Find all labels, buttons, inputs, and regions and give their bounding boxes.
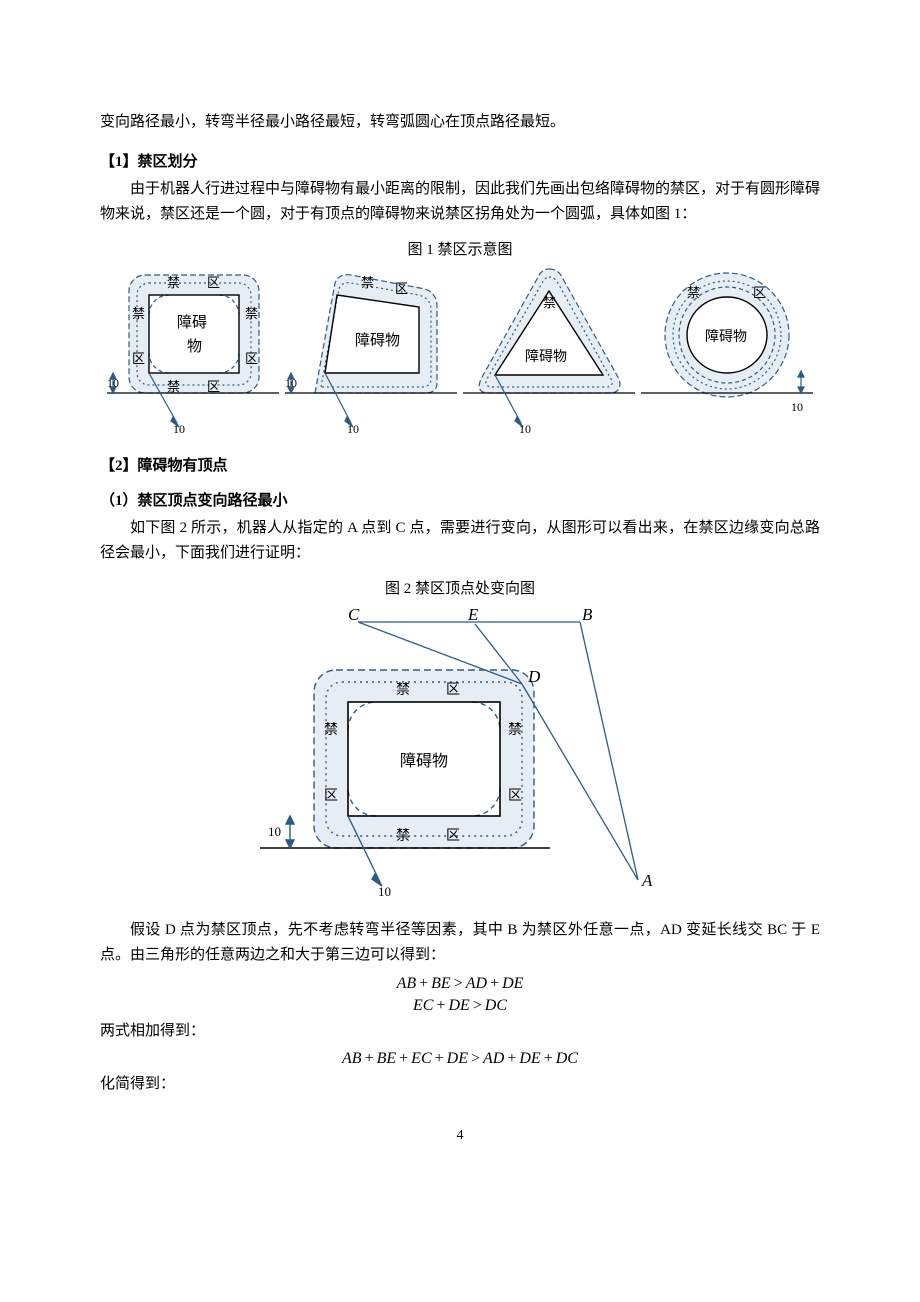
svg-text:B: B [582, 605, 593, 624]
svg-text:区: 区 [207, 275, 220, 290]
svg-text:C: C [348, 605, 360, 624]
fig1-panel-triangle: 禁 障碍物 10 [463, 263, 635, 438]
svg-text:区: 区 [395, 281, 408, 296]
svg-text:10: 10 [268, 824, 281, 839]
svg-text:10: 10 [285, 376, 297, 390]
svg-text:禁: 禁 [324, 722, 338, 738]
svg-text:区: 区 [132, 351, 145, 366]
fig2: 禁 区 禁 禁 区 区 禁 区 障碍物 C E B D A 10 10 [100, 602, 820, 902]
sec2-heading: 【2】障碍物有顶点 [100, 454, 820, 475]
fig1: 禁 区 禁 禁 区 区 禁 区 障碍 物 10 10 [100, 263, 820, 438]
svg-text:A: A [641, 871, 653, 890]
eq1: AB+BE>AD+DE [100, 975, 820, 993]
fig1-panel-square: 禁 区 禁 禁 区 区 禁 区 障碍 物 10 10 [107, 263, 279, 438]
svg-text:区: 区 [508, 788, 522, 804]
svg-text:禁: 禁 [508, 722, 522, 738]
svg-text:10: 10 [519, 422, 531, 436]
fig1-panel-trapezoid: 禁 区 障碍物 10 10 [285, 263, 457, 438]
svg-text:禁: 禁 [396, 682, 410, 698]
svg-text:10: 10 [107, 376, 119, 390]
svg-text:禁: 禁 [396, 828, 410, 844]
svg-text:10: 10 [791, 400, 803, 414]
svg-text:区: 区 [207, 379, 220, 394]
svg-text:10: 10 [378, 884, 391, 899]
svg-text:区: 区 [446, 682, 460, 698]
svg-text:区: 区 [446, 828, 460, 844]
svg-text:障碍物: 障碍物 [705, 329, 747, 345]
intro-line: 变向路径最小，转弯半径最小路径最短，转弯弧圆心在顶点路径最短。 [100, 110, 820, 136]
page-number: 4 [100, 1128, 820, 1144]
svg-text:禁: 禁 [245, 306, 258, 321]
svg-text:D: D [527, 667, 541, 686]
svg-text:10: 10 [347, 422, 359, 436]
svg-text:E: E [467, 605, 479, 624]
sec2-para1: 如下图 2 所示，机器人从指定的 A 点到 C 点，需要进行变向，从图形可以看出… [100, 516, 820, 567]
svg-text:禁: 禁 [167, 275, 180, 290]
svg-text:障碍物: 障碍物 [400, 752, 448, 770]
svg-text:障碍物: 障碍物 [355, 331, 400, 349]
svg-text:障碍物: 障碍物 [525, 349, 567, 365]
svg-text:区: 区 [324, 788, 338, 804]
fig2-caption: 图 2 禁区顶点处变向图 [100, 577, 820, 598]
sec1-heading: 【1】禁区划分 [100, 150, 820, 171]
svg-text:禁: 禁 [687, 285, 700, 300]
svg-text:10: 10 [173, 422, 185, 436]
page-root: 变向路径最小，转弯半径最小路径最短，转弯弧圆心在顶点路径最短。 【1】禁区划分 … [0, 0, 920, 1184]
svg-text:禁: 禁 [543, 295, 556, 310]
eq2: EC+DE>DC [100, 997, 820, 1015]
sec2-para4: 化简得到： [100, 1072, 820, 1098]
sec2-para3: 两式相加得到： [100, 1019, 820, 1045]
sec1-para: 由于机器人行进过程中与障碍物有最小距离的限制，因此我们先画出包络障碍物的禁区，对… [100, 177, 820, 228]
svg-text:物: 物 [187, 338, 202, 355]
sec2-para2: 假设 D 点为禁区顶点，先不考虑转弯半径等因素，其中 B 为禁区外任意一点，AD… [100, 918, 820, 969]
svg-text:禁: 禁 [167, 379, 180, 394]
svg-text:禁: 禁 [132, 306, 145, 321]
svg-text:区: 区 [245, 351, 258, 366]
eq3: AB+BE+EC+DE>AD+DE+DC [100, 1050, 820, 1068]
sec2-sub-heading: （1）禁区顶点变向路径最小 [100, 489, 820, 510]
fig1-panel-circle: 禁 区 障碍物 10 [641, 263, 813, 438]
fig1-caption: 图 1 禁区示意图 [100, 238, 820, 259]
svg-text:障碍: 障碍 [177, 313, 207, 331]
svg-text:禁: 禁 [361, 275, 374, 290]
svg-text:区: 区 [753, 285, 766, 300]
